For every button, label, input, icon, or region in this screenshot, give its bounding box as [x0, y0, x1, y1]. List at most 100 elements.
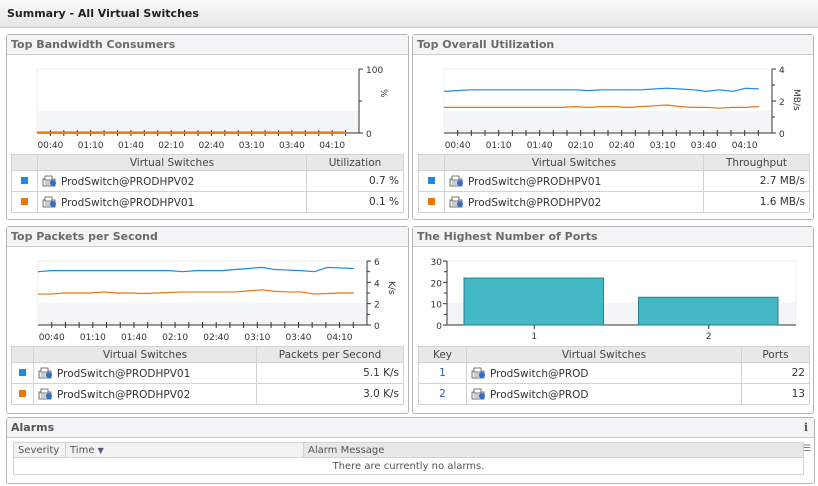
- switch-name[interactable]: ProdSwitch@PRODHPV01: [57, 367, 191, 380]
- switch-name-cell[interactable]: ProdSwitch@PRODHPV01: [444, 170, 704, 192]
- y-tick-label: 4: [779, 66, 785, 76]
- column-header[interactable]: Key: [418, 346, 467, 363]
- column-header[interactable]: Utilization: [306, 154, 404, 171]
- panel-top-bandwidth-consumers: Top Bandwidth Consumers 0 100 00:40 01:10 01…: [6, 34, 409, 220]
- column-header[interactable]: Virtual Switches: [466, 346, 742, 363]
- info-icon[interactable]: i: [803, 421, 808, 434]
- panel-top-overall-utilization: Top Overall Utilization 0 2 4 00:40 01:10 01:…: [412, 34, 814, 220]
- y-tick-label: 100: [366, 66, 383, 76]
- switch-name[interactable]: ProdSwitch@PROD: [490, 367, 589, 380]
- y-tick-label: 6: [374, 258, 380, 268]
- panel-alarms: Alarms i Severity Time ▼ Alarm Message T…: [6, 417, 815, 484]
- column-header[interactable]: Packets per Second: [256, 346, 404, 363]
- switch-name-cell[interactable]: ProdSwitch@PRODHPV01: [33, 362, 257, 384]
- value-cell: 5.1 K/s: [256, 362, 404, 384]
- column-menu-icon[interactable]: ☰: [802, 444, 811, 454]
- switch-name[interactable]: ProdSwitch@PRODHPV01: [61, 196, 195, 209]
- x-tick-label: 03:40: [691, 141, 717, 151]
- y-tick-label: 2: [779, 98, 785, 108]
- virtual-switch-icon: [471, 367, 486, 379]
- panel-title: Top Packets per Second: [7, 227, 408, 247]
- legend-swatch-cell: [418, 170, 445, 192]
- panel-title: Top Overall Utilization: [413, 35, 813, 55]
- x-tick-label: 04:10: [732, 141, 758, 151]
- bandwidth-table: Virtual Switches Utilization ProdSwitch@P…: [11, 154, 404, 213]
- y-tick-label: 20: [431, 279, 443, 289]
- column-header-alarm-message[interactable]: Alarm Message: [303, 442, 804, 458]
- x-tick-label: 02:40: [609, 141, 635, 151]
- switch-name[interactable]: ProdSwitch@PRODHPV02: [468, 196, 602, 209]
- empty-message: There are currently no alarms.: [13, 457, 804, 475]
- x-tick-label: 01:10: [78, 141, 104, 151]
- x-tick-label: 03:10: [650, 141, 676, 151]
- table-row[interactable]: 1 ProdSwitch@PROD 22: [418, 362, 810, 384]
- column-header[interactable]: Ports: [741, 346, 810, 363]
- legend-swatch: [19, 390, 26, 397]
- y-tick-label: 4: [374, 279, 380, 289]
- series-line-orange: [38, 289, 354, 295]
- y-tick-label: 10: [431, 301, 443, 311]
- y-tick-label: 0: [779, 130, 785, 140]
- value-cell: 3.0 K/s: [256, 383, 404, 405]
- table-row[interactable]: ProdSwitch@PRODHPV02 0.7 %: [11, 170, 404, 192]
- table-row[interactable]: ProdSwitch@PRODHPV02 1.6 MB/s: [418, 191, 810, 213]
- x-tick-label: 04:10: [319, 141, 345, 151]
- switch-name-cell[interactable]: ProdSwitch@PROD: [466, 383, 742, 405]
- panel-title: Top Bandwidth Consumers: [7, 35, 408, 55]
- switch-name[interactable]: ProdSwitch@PROD: [490, 388, 589, 401]
- table-row[interactable]: 2 ProdSwitch@PROD 13: [418, 383, 810, 405]
- column-header[interactable]: Virtual Switches: [444, 154, 704, 171]
- legend-swatch-cell: [11, 362, 34, 384]
- sort-desc-icon: ▼: [97, 445, 104, 455]
- switch-name[interactable]: ProdSwitch@PRODHPV01: [468, 175, 602, 188]
- table-row[interactable]: ProdSwitch@PRODHPV01 5.1 K/s: [11, 362, 404, 384]
- switch-name-cell[interactable]: ProdSwitch@PROD: [466, 362, 742, 384]
- x-tick-label: 00:40: [445, 141, 471, 151]
- x-tick-label: 01:10: [486, 141, 512, 151]
- panel-highest-number-of-ports: The Highest Number of Ports 0 10 20 30 1 2 Ke…: [412, 226, 814, 414]
- legend-swatch-cell: [11, 383, 34, 405]
- ports-table: Key Virtual Switches Ports 1 ProdSwitch@PRO…: [418, 346, 810, 405]
- column-header[interactable]: Throughput: [703, 154, 810, 171]
- switch-name[interactable]: ProdSwitch@PRODHPV02: [61, 175, 195, 188]
- x-tick-label: 1: [531, 332, 537, 342]
- legend-swatch: [428, 198, 435, 205]
- bandwidth-chart: 0 100 00:40 01:10 01:40 02:10 02:40 03:10 03:40 0…: [36, 66, 388, 151]
- table-row[interactable]: ProdSwitch@PRODHPV02 3.0 K/s: [11, 383, 404, 405]
- bar: [638, 296, 779, 326]
- packets-chart: 0 2 4 6 00:40 01:10 01:40 02:10 02:40 03:10 03:40 0…: [37, 258, 396, 343]
- key-cell: 1: [418, 362, 467, 384]
- page-header: Summary - All Virtual Switches: [0, 0, 818, 28]
- x-tick-label: 01:40: [121, 333, 147, 343]
- x-tick-label: 03:10: [239, 141, 265, 151]
- x-tick-label: 00:40: [39, 333, 65, 343]
- table-row[interactable]: ProdSwitch@PRODHPV01 2.7 MB/s: [418, 170, 810, 192]
- x-tick-label: 02:40: [198, 141, 224, 151]
- column-header-severity[interactable]: Severity: [13, 442, 66, 458]
- column-header[interactable]: Virtual Switches: [37, 154, 307, 171]
- plot-band: [444, 111, 772, 133]
- switch-name[interactable]: ProdSwitch@PRODHPV02: [57, 388, 191, 401]
- switch-name-cell[interactable]: ProdSwitch@PRODHPV02: [444, 191, 704, 213]
- legend-swatch-cell: [11, 170, 38, 192]
- y-axis-label: MB/s: [791, 89, 801, 111]
- x-tick-label: 03:10: [244, 333, 270, 343]
- legend-swatch: [21, 198, 28, 205]
- legend-swatch: [21, 177, 28, 184]
- value-cell: 1.6 MB/s: [703, 191, 810, 213]
- y-tick-label: 2: [374, 301, 380, 311]
- utilization-chart: 0 2 4 00:40 01:10 01:40 02:10 02:40 03:10 03:40 04…: [443, 66, 801, 151]
- x-tick-label: 2: [706, 332, 712, 342]
- virtual-switch-icon: [38, 367, 53, 379]
- switch-name-cell[interactable]: ProdSwitch@PRODHPV01: [37, 191, 307, 213]
- legend-swatch-cell: [418, 191, 445, 213]
- column-header[interactable]: Virtual Switches: [33, 346, 257, 363]
- y-tick-label: 0: [366, 130, 372, 140]
- column-header-time[interactable]: Time ▼: [65, 442, 304, 458]
- series-line-blue: [443, 87, 759, 93]
- x-tick-label: 01:40: [118, 141, 144, 151]
- switch-name-cell[interactable]: ProdSwitch@PRODHPV02: [37, 170, 307, 192]
- table-row[interactable]: ProdSwitch@PRODHPV01 0.1 %: [11, 191, 404, 213]
- value-cell: 2.7 MB/s: [703, 170, 810, 192]
- switch-name-cell[interactable]: ProdSwitch@PRODHPV02: [33, 383, 257, 405]
